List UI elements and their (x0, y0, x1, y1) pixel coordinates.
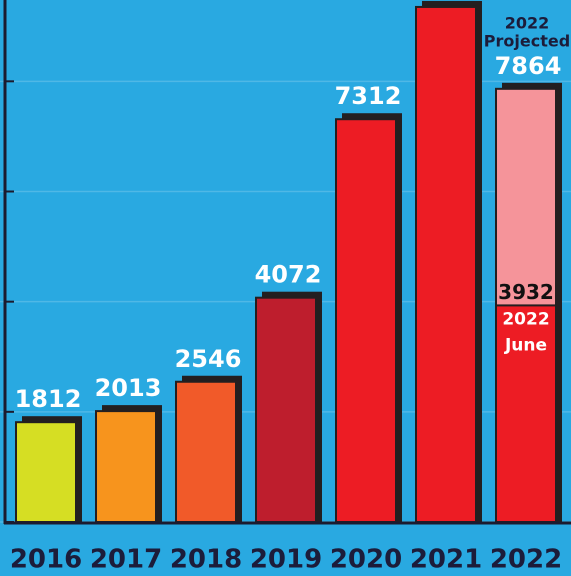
x-tick-label: 2017 (90, 545, 162, 575)
bar (95, 410, 157, 523)
projection-note: Projected (484, 32, 570, 51)
value-label: 2546 (175, 345, 242, 373)
bar (335, 118, 397, 523)
bar (415, 5, 477, 523)
value-label: 1812 (15, 385, 82, 413)
x-tick-label: 2021 (410, 545, 482, 575)
partial-label: 3932 (498, 280, 554, 304)
x-tick-label: 2020 (330, 545, 402, 575)
partial-bar (495, 304, 557, 523)
value-label: 7312 (335, 82, 402, 110)
partial-note: 2022 (502, 309, 549, 329)
x-tick-label: 2019 (250, 545, 322, 575)
x-tick-label: 2016 (10, 545, 82, 575)
bar (175, 380, 237, 523)
projection-note: 2022 (505, 14, 550, 33)
partial-note: June (504, 335, 547, 355)
x-tick-label: 2022 (490, 545, 562, 575)
bar (255, 296, 317, 523)
value-label: 7864 (495, 52, 562, 80)
value-label: 4072 (255, 261, 322, 289)
x-tick-label: 2018 (170, 545, 242, 575)
bar (15, 421, 77, 523)
value-label: 2013 (95, 374, 162, 402)
